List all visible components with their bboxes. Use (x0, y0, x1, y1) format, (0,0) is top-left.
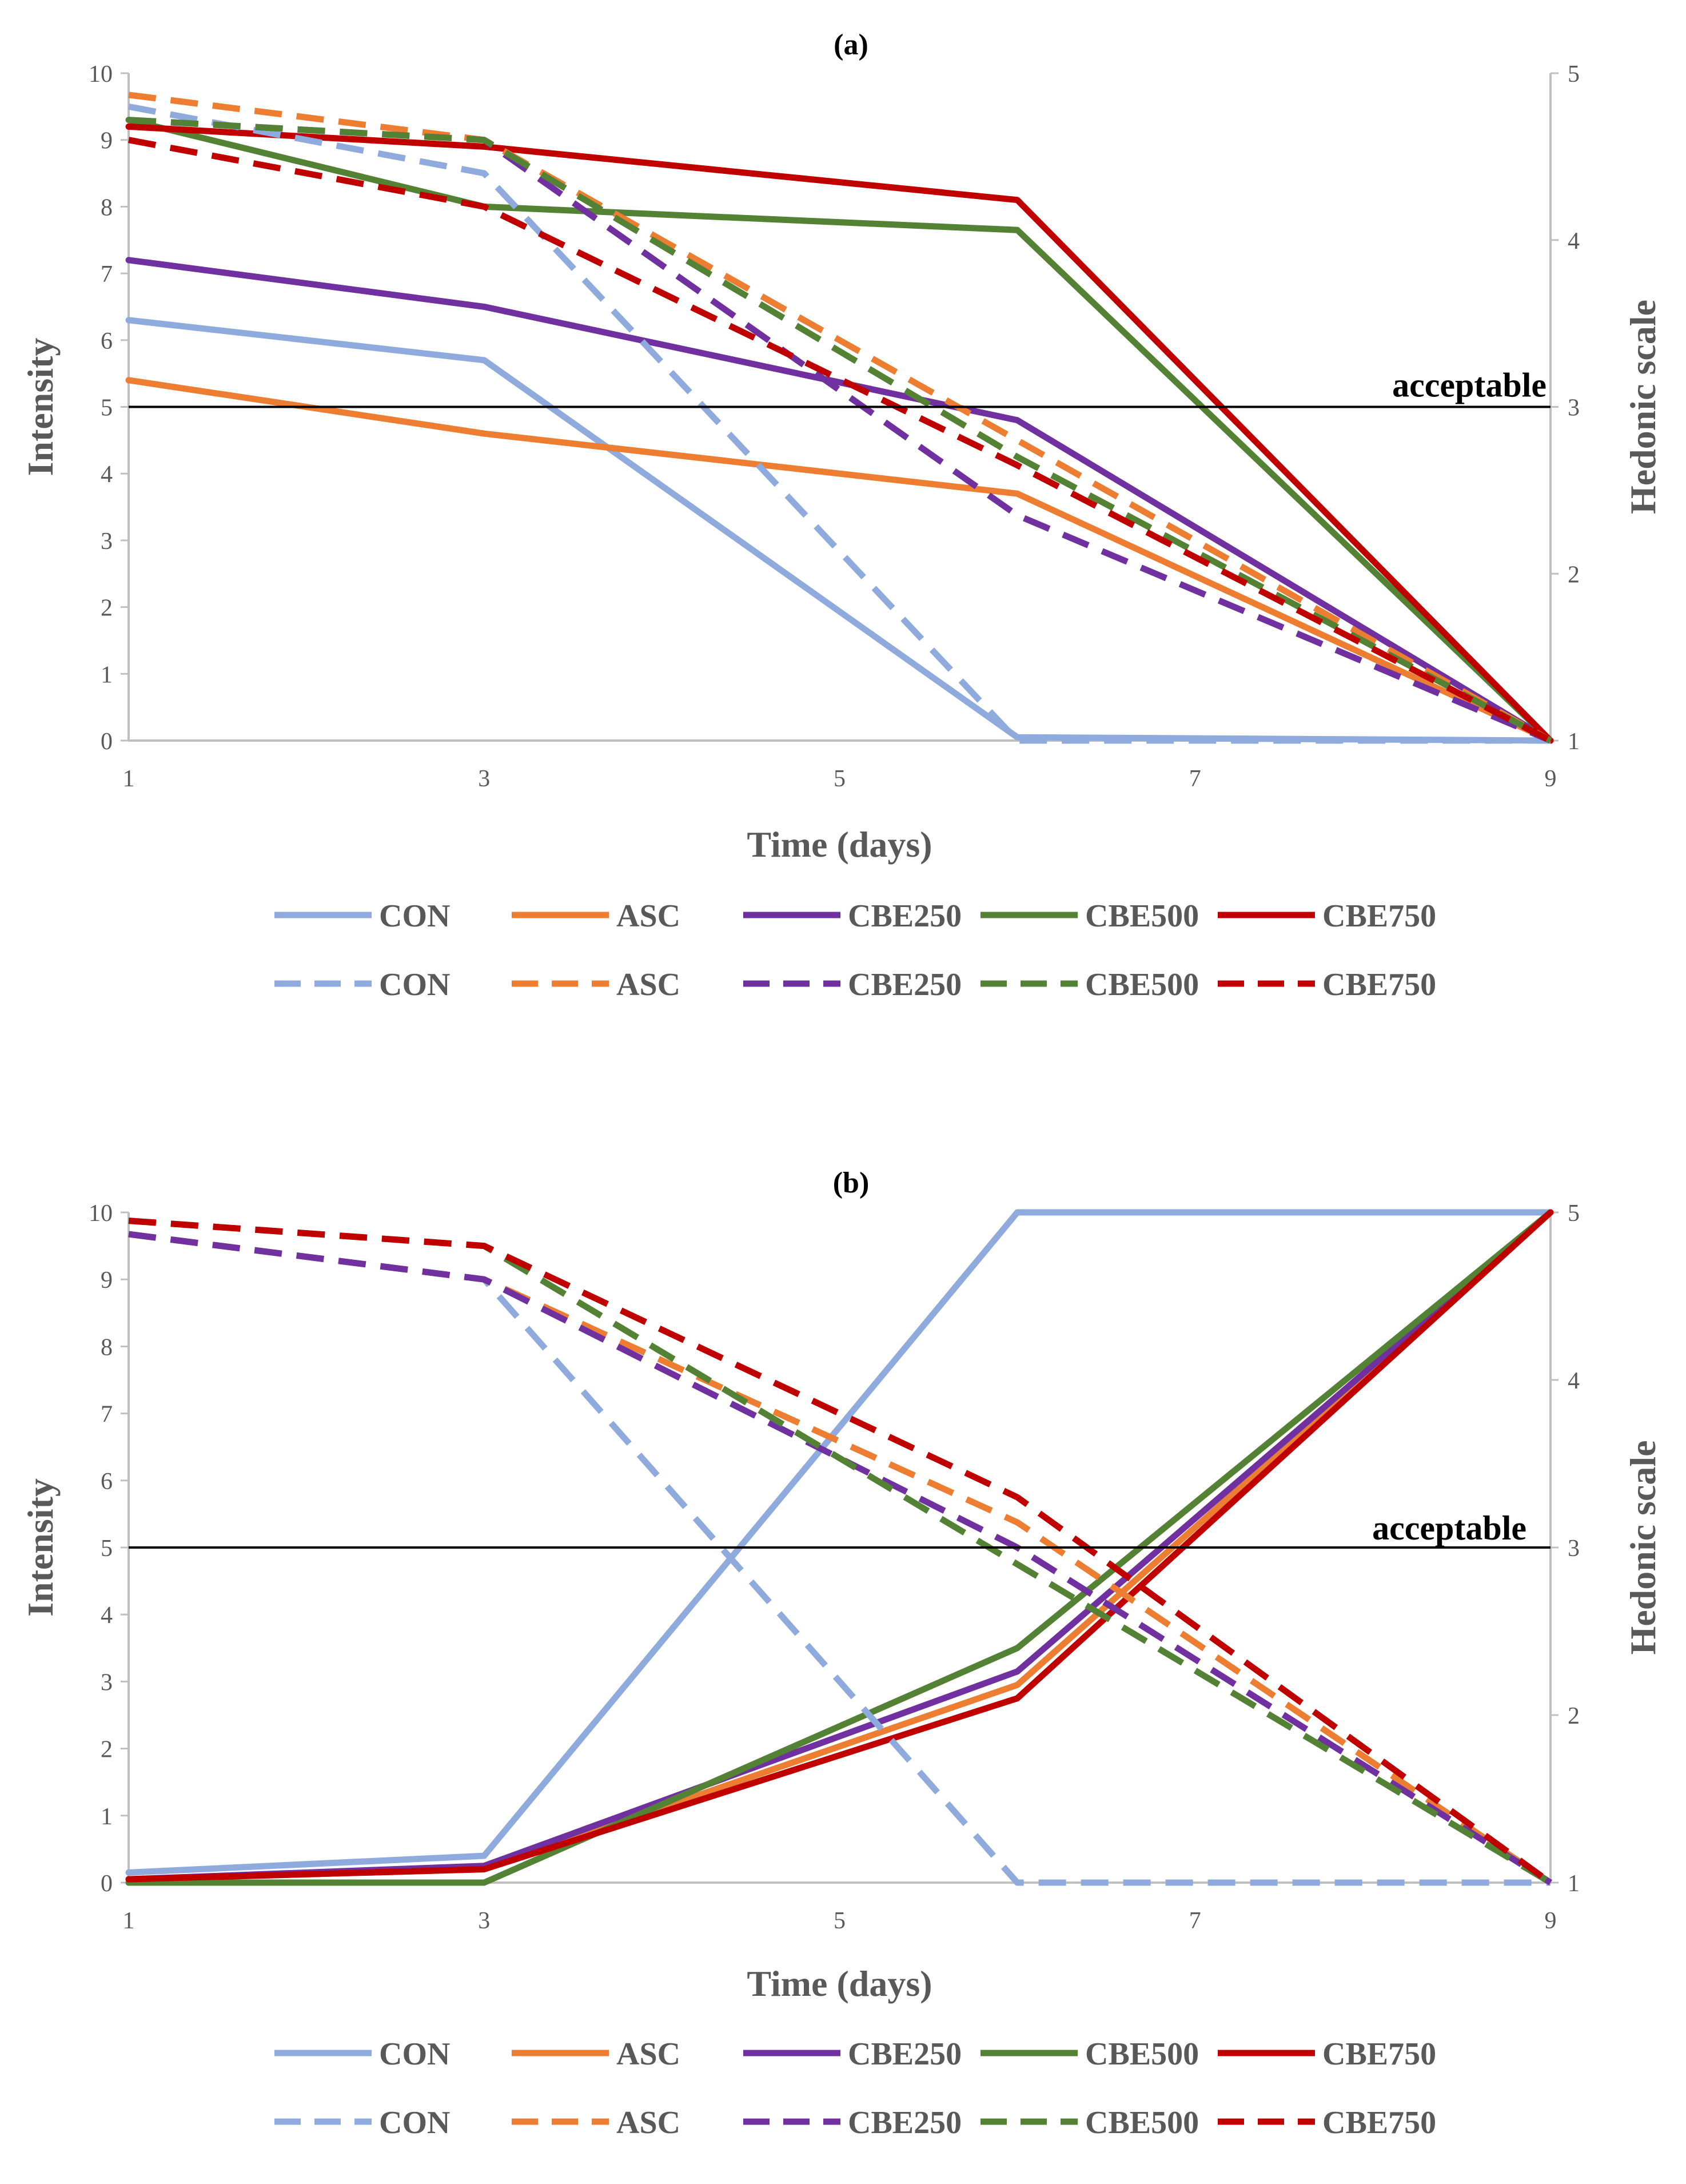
y-tick-label: 5 (101, 395, 113, 421)
y-tick-label: 7 (101, 261, 113, 288)
series-line-cbe750-solid (125, 1209, 1554, 1883)
y2-tick-label: 5 (1568, 1200, 1580, 1227)
series-line-asc-solid (125, 1209, 1554, 1883)
series-line-asc-solid (125, 377, 1554, 744)
legend-label-cbe500: CBE500 (1085, 967, 1199, 1003)
y2-tick-label: 1 (1568, 729, 1580, 755)
y2-tick-label: 4 (1568, 228, 1580, 254)
x-tick-label: 1 (123, 766, 135, 792)
y-tick-label: 5 (101, 1535, 113, 1562)
series-line-cbe250-solid (125, 1209, 1554, 1883)
y-tick-label: 6 (101, 1469, 113, 1495)
x-tick-label: 7 (1189, 766, 1201, 792)
series-line-cbe500-solid (125, 117, 1554, 744)
series-line-cbe750-solid (125, 123, 1554, 744)
y-tick-label: 4 (101, 1602, 113, 1629)
y-tick-label: 10 (89, 1200, 113, 1227)
y-tick-label: 8 (101, 1334, 113, 1360)
legend-label-con: CON (379, 967, 450, 1003)
y-tick-label: 9 (101, 1267, 113, 1294)
legend-label-cbe500: CBE500 (1085, 898, 1199, 934)
acceptable-label: acceptable (1392, 367, 1547, 404)
y-tick-label: 8 (101, 194, 113, 221)
series-line-cbe750-dashed (128, 1218, 1553, 1885)
x-tick-label: 3 (478, 1908, 490, 1934)
y2-tick-label: 3 (1568, 395, 1580, 421)
x-axis-title: Time (days) (747, 824, 932, 865)
series-line-asc-dashed (128, 92, 1552, 743)
y-tick-label: 2 (101, 595, 113, 622)
y-tick-label: 3 (101, 1669, 113, 1696)
legend-label-cbe250: CBE250 (848, 898, 962, 934)
series-line-cbe750-dashed (127, 137, 1552, 743)
series-line-cbe250-dashed (128, 117, 1552, 744)
y2-tick-label: 5 (1568, 61, 1580, 87)
y-tick-label: 1 (101, 1804, 113, 1830)
legend-label-con: CON (379, 2036, 450, 2072)
y2-axis-title: Hedonic scale (1623, 300, 1663, 514)
x-tick-label: 1 (123, 1908, 135, 1934)
y-tick-label: 6 (101, 328, 113, 355)
y-tick-label: 10 (89, 61, 113, 87)
legend-label-con: CON (379, 2105, 450, 2141)
series-line-cbe500-dashed (128, 117, 1552, 743)
acceptable-label: acceptable (1372, 1509, 1526, 1547)
legend-label-cbe250: CBE250 (848, 967, 962, 1003)
y-tick-label: 4 (101, 462, 113, 488)
x-tick-label: 5 (834, 766, 846, 792)
legend-label-asc: ASC (616, 2105, 680, 2141)
panel-title: (a) (834, 29, 868, 61)
y2-axis-title: Hedonic scale (1623, 1440, 1663, 1654)
y-tick-label: 7 (101, 1402, 113, 1428)
y-axis-title: Intensity (20, 1478, 61, 1617)
legend-label-cbe250: CBE250 (848, 2036, 962, 2072)
panel-title: (b) (833, 1167, 870, 1199)
y-axis-title: Intensity (20, 338, 61, 476)
x-axis-title: Time (days) (747, 1963, 932, 2004)
legend-label-cbe500: CBE500 (1085, 2036, 1199, 2072)
series-line-asc-dashed (128, 1231, 1553, 1885)
series-line-cbe250-solid (125, 257, 1554, 744)
legend-label-cbe750: CBE750 (1322, 2036, 1436, 2072)
series-line-con-dashed (127, 103, 1551, 744)
series-line-con-solid (125, 1209, 1554, 1876)
y-tick-label: 3 (101, 528, 113, 555)
legend-label-cbe750: CBE750 (1322, 898, 1436, 934)
legend-label-asc: ASC (616, 898, 680, 934)
legend-label-cbe250: CBE250 (848, 2105, 962, 2141)
legend-label-cbe750: CBE750 (1322, 967, 1436, 1003)
x-tick-label: 5 (834, 1908, 846, 1934)
y2-tick-label: 2 (1568, 562, 1580, 588)
x-tick-label: 3 (478, 766, 490, 792)
series-line-con-dashed (128, 1231, 1551, 1886)
y2-tick-label: 2 (1568, 1703, 1580, 1729)
x-tick-label: 9 (1545, 1908, 1557, 1934)
x-tick-label: 7 (1189, 1908, 1201, 1934)
y2-tick-label: 3 (1568, 1535, 1580, 1562)
y2-tick-label: 4 (1568, 1368, 1580, 1394)
y-tick-label: 2 (101, 1737, 113, 1763)
legend-label-asc: ASC (616, 967, 680, 1003)
legend-label-cbe500: CBE500 (1085, 2105, 1199, 2141)
y-tick-label: 0 (101, 729, 113, 755)
legend-label-cbe750: CBE750 (1322, 2105, 1436, 2141)
y2-tick-label: 1 (1568, 1871, 1580, 1897)
y-tick-label: 9 (101, 128, 113, 154)
series-line-cbe250-dashed (128, 1231, 1552, 1885)
legend-label-con: CON (379, 898, 450, 934)
y-tick-label: 1 (101, 662, 113, 688)
x-tick-label: 9 (1545, 766, 1557, 792)
series-line-cbe500-dashed (128, 1218, 1552, 1885)
legend-label-asc: ASC (616, 2036, 680, 2072)
series-line-cbe500-solid (125, 1209, 1554, 1886)
y-tick-label: 0 (101, 1871, 113, 1897)
